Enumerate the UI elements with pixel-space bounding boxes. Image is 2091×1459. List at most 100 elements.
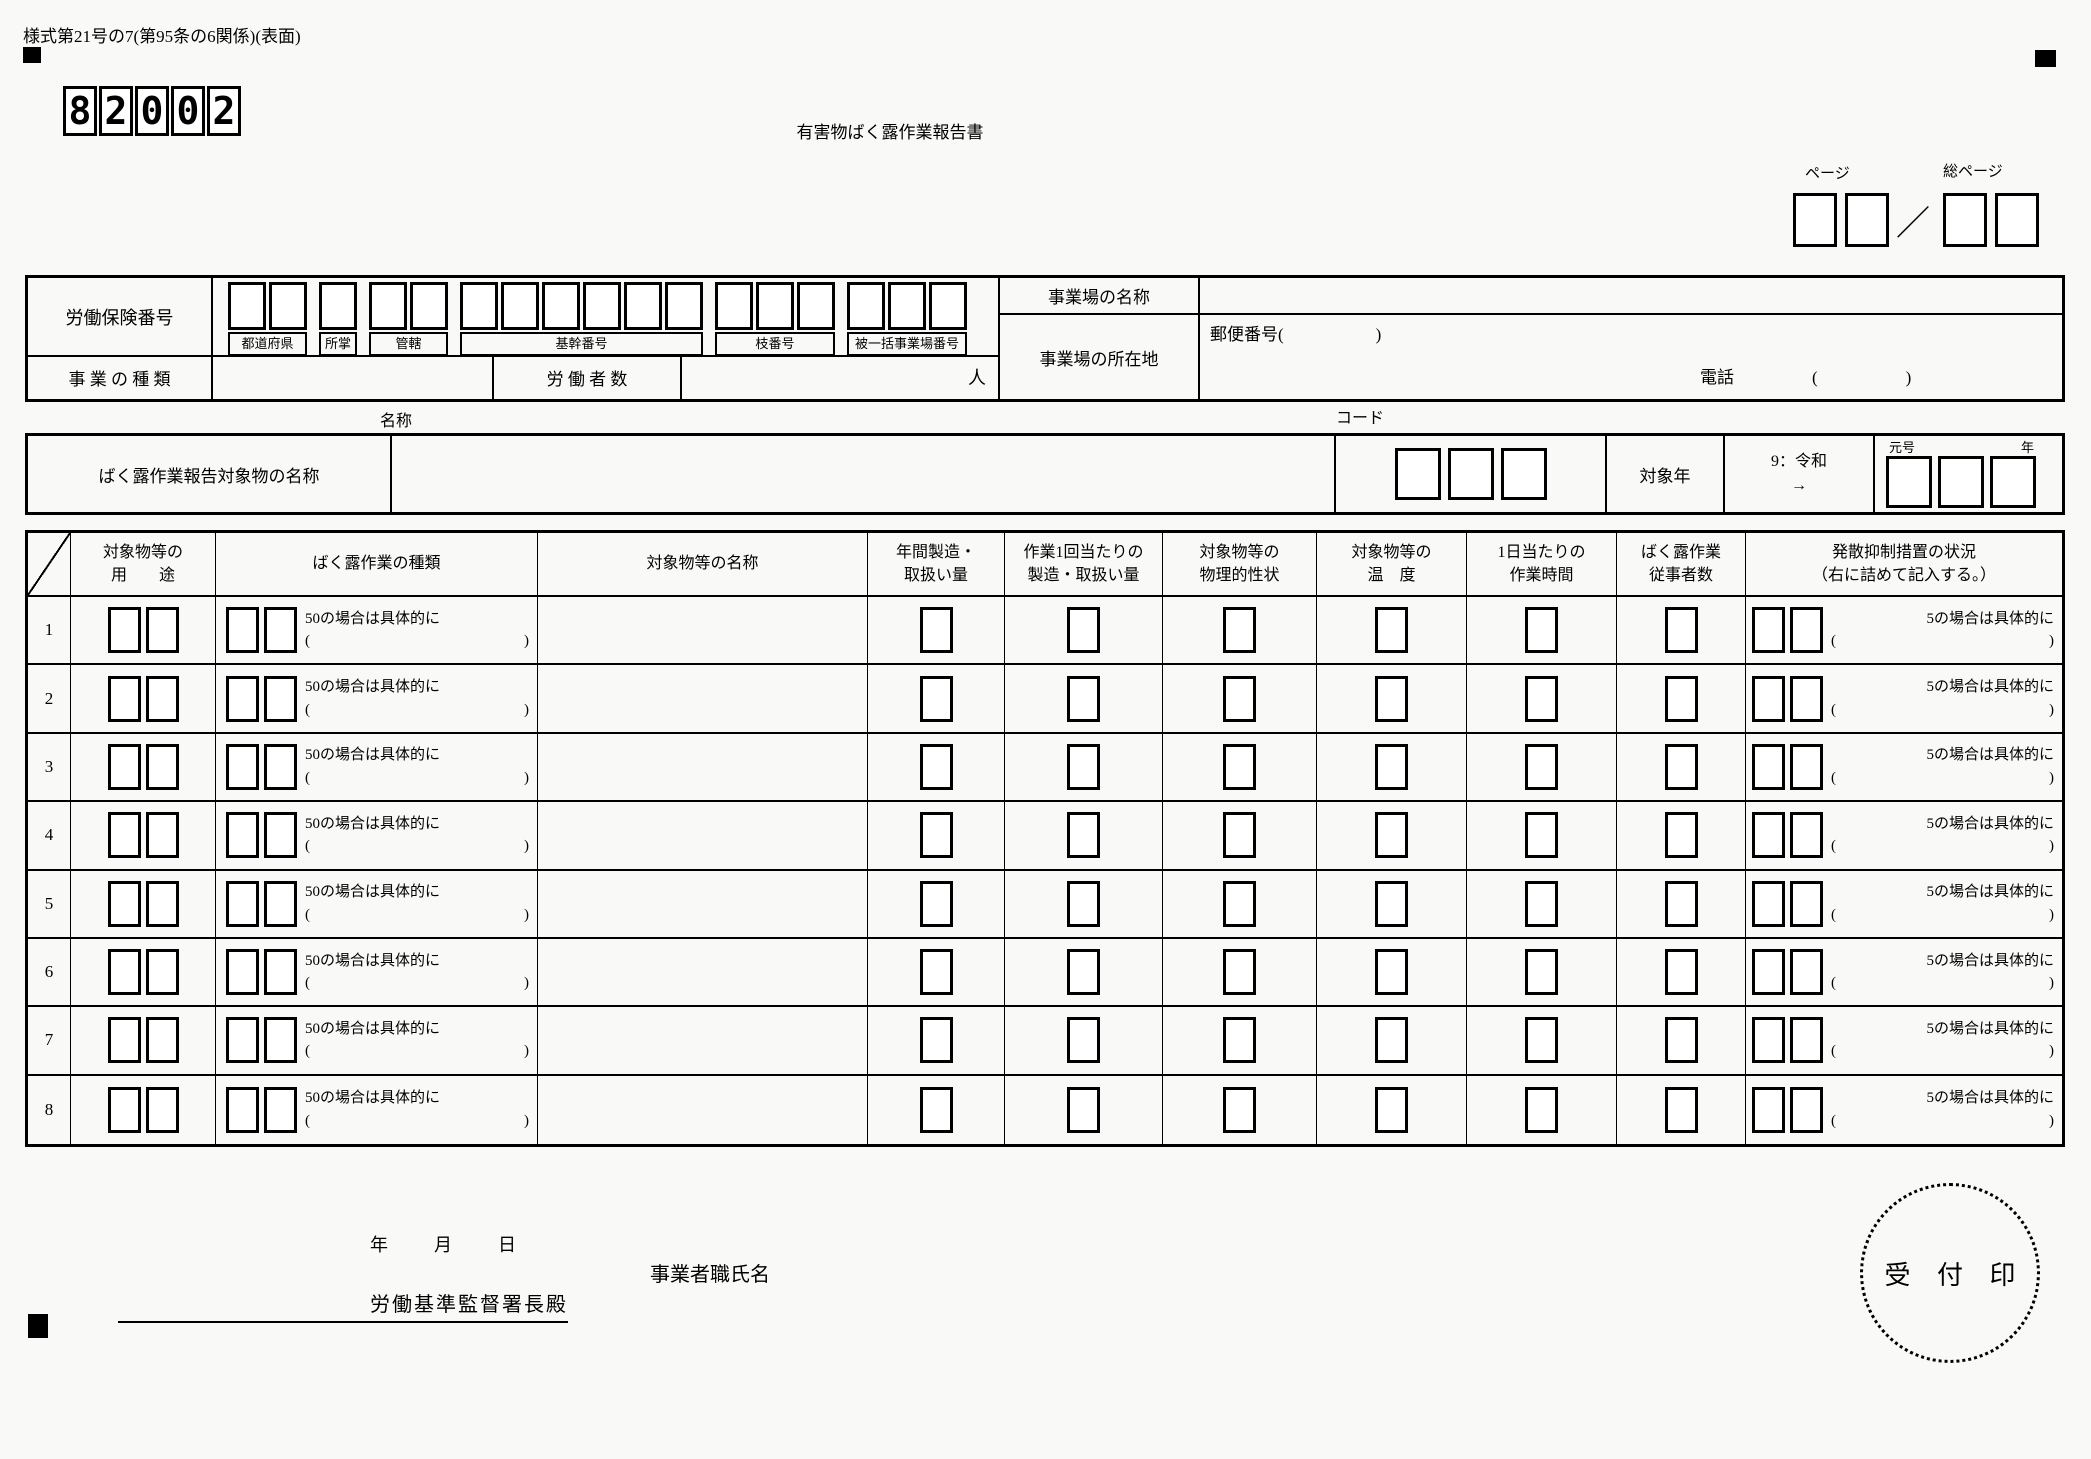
- suppression-code-box[interactable]: [1790, 743, 1823, 790]
- specify-write-in[interactable]: (): [305, 975, 529, 992]
- business-type-value[interactable]: [214, 355, 492, 399]
- work-kind-code-box[interactable]: [264, 812, 297, 859]
- insurance-digit-box[interactable]: [847, 282, 885, 330]
- specify-write-in[interactable]: (): [305, 633, 529, 650]
- insurance-digit-box[interactable]: [665, 282, 703, 330]
- worker-count-box[interactable]: [1664, 949, 1698, 996]
- per-work-amount-box[interactable]: [1067, 812, 1100, 859]
- work-kind-code-box[interactable]: [264, 607, 297, 654]
- work-hours-box[interactable]: [1525, 607, 1558, 654]
- suppression-code-box[interactable]: [1752, 949, 1785, 996]
- substance-name-value[interactable]: [392, 436, 1334, 512]
- substance-name-cell[interactable]: [538, 1007, 868, 1076]
- insurance-digit-box[interactable]: [460, 282, 498, 330]
- insurance-digit-box[interactable]: [929, 282, 967, 330]
- worker-count-box[interactable]: [1664, 1086, 1698, 1133]
- use-code-box[interactable]: [145, 675, 179, 722]
- insurance-digit-box[interactable]: [583, 282, 621, 330]
- per-work-amount-box[interactable]: [1067, 607, 1100, 654]
- use-code-box[interactable]: [107, 1017, 141, 1064]
- insurance-digit-box[interactable]: [369, 282, 407, 330]
- work-kind-code-box[interactable]: [226, 1017, 259, 1064]
- worker-count-box[interactable]: [1664, 1017, 1698, 1064]
- substance-code-box[interactable]: [1447, 448, 1494, 500]
- per-work-amount-box[interactable]: [1067, 880, 1100, 927]
- physical-state-box[interactable]: [1223, 607, 1256, 654]
- use-code-box[interactable]: [107, 949, 141, 996]
- work-kind-code-box[interactable]: [226, 675, 259, 722]
- use-code-box[interactable]: [145, 949, 179, 996]
- substance-name-cell[interactable]: [538, 733, 868, 803]
- postal-code-field[interactable]: 郵便番号(): [1210, 325, 1382, 344]
- suppression-code-box[interactable]: [1752, 607, 1785, 654]
- specify-write-in[interactable]: (): [1831, 701, 2054, 718]
- work-kind-code-box[interactable]: [226, 607, 259, 654]
- annual-amount-box[interactable]: [919, 949, 953, 996]
- year-box[interactable]: [1938, 456, 1984, 508]
- use-code-box[interactable]: [145, 812, 179, 859]
- use-code-box[interactable]: [107, 743, 141, 790]
- work-kind-code-box[interactable]: [264, 743, 297, 790]
- specify-write-in[interactable]: (): [1831, 1112, 2054, 1129]
- annual-amount-box[interactable]: [919, 743, 953, 790]
- use-code-box[interactable]: [145, 1086, 179, 1133]
- annual-amount-box[interactable]: [919, 675, 953, 722]
- specify-write-in[interactable]: (): [1831, 975, 2054, 992]
- temperature-box[interactable]: [1375, 743, 1408, 790]
- suppression-code-box[interactable]: [1752, 880, 1785, 927]
- insurance-digit-box[interactable]: [756, 282, 794, 330]
- work-kind-code-box[interactable]: [226, 1086, 259, 1133]
- physical-state-box[interactable]: [1223, 675, 1256, 722]
- suppression-code-box[interactable]: [1790, 607, 1823, 654]
- substance-code-box[interactable]: [1500, 448, 1547, 500]
- office-address-value[interactable]: 郵便番号() 電話(): [1200, 315, 2062, 399]
- work-kind-code-box[interactable]: [264, 1017, 297, 1064]
- annual-amount-box[interactable]: [919, 880, 953, 927]
- work-kind-code-box[interactable]: [226, 812, 259, 859]
- substance-name-cell[interactable]: [538, 938, 868, 1008]
- date-field[interactable]: 年 月 日: [370, 1235, 516, 1255]
- work-kind-code-box[interactable]: [226, 743, 259, 790]
- physical-state-box[interactable]: [1223, 743, 1256, 790]
- substance-name-cell[interactable]: [538, 1075, 868, 1144]
- use-code-box[interactable]: [145, 1017, 179, 1064]
- suppression-code-box[interactable]: [1752, 675, 1785, 722]
- temperature-box[interactable]: [1375, 1086, 1408, 1133]
- substance-name-cell[interactable]: [538, 870, 868, 939]
- page-number-box[interactable]: [1845, 193, 1889, 247]
- suppression-code-box[interactable]: [1790, 812, 1823, 859]
- insurance-digit-box[interactable]: [715, 282, 753, 330]
- work-hours-box[interactable]: [1525, 1086, 1558, 1133]
- workers-count-value[interactable]: 人: [682, 355, 998, 399]
- physical-state-box[interactable]: [1223, 880, 1256, 927]
- temperature-box[interactable]: [1375, 949, 1408, 996]
- work-kind-code-box[interactable]: [264, 1086, 297, 1133]
- labor-office-head-field[interactable]: 労働基準監督署長殿: [118, 1288, 568, 1323]
- use-code-box[interactable]: [107, 607, 141, 654]
- substance-name-cell[interactable]: [538, 665, 868, 734]
- work-hours-box[interactable]: [1525, 1017, 1558, 1064]
- worker-count-box[interactable]: [1664, 607, 1698, 654]
- specify-write-in[interactable]: (): [305, 906, 529, 923]
- specify-write-in[interactable]: (): [305, 1043, 529, 1060]
- specify-write-in[interactable]: (): [305, 1112, 529, 1129]
- work-hours-box[interactable]: [1525, 743, 1558, 790]
- insurance-digit-box[interactable]: [319, 282, 357, 330]
- suppression-code-box[interactable]: [1752, 743, 1785, 790]
- insurance-digit-box[interactable]: [228, 282, 266, 330]
- suppression-code-box[interactable]: [1752, 1086, 1785, 1133]
- insurance-digit-box[interactable]: [410, 282, 448, 330]
- work-hours-box[interactable]: [1525, 880, 1558, 927]
- substance-name-cell[interactable]: [538, 597, 868, 666]
- suppression-code-box[interactable]: [1790, 949, 1823, 996]
- worker-count-box[interactable]: [1664, 675, 1698, 722]
- temperature-box[interactable]: [1375, 1017, 1408, 1064]
- insurance-digit-box[interactable]: [797, 282, 835, 330]
- temperature-box[interactable]: [1375, 812, 1408, 859]
- use-code-box[interactable]: [107, 675, 141, 722]
- specify-write-in[interactable]: (): [305, 701, 529, 718]
- suppression-code-box[interactable]: [1790, 675, 1823, 722]
- page-number-box[interactable]: [1793, 193, 1837, 247]
- per-work-amount-box[interactable]: [1067, 1086, 1100, 1133]
- annual-amount-box[interactable]: [919, 607, 953, 654]
